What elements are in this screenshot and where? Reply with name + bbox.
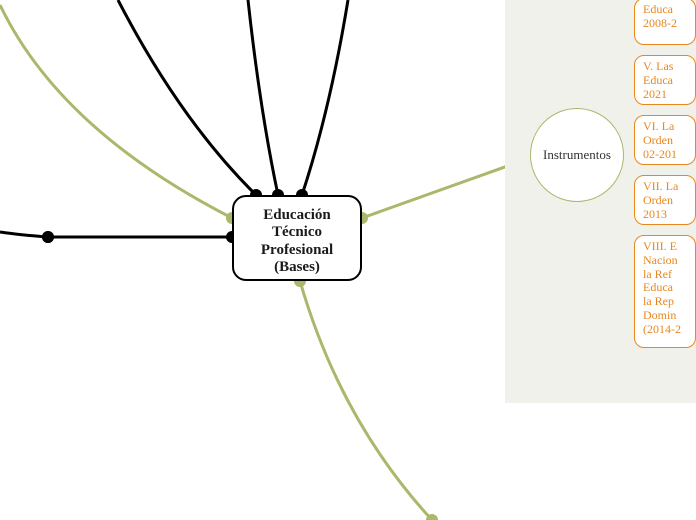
leaf-line: 2021: [643, 88, 687, 102]
center-node[interactable]: EducaciónTécnicoProfesional(Bases): [232, 195, 362, 281]
leaf-line: VII. La: [643, 180, 687, 194]
leaf-line: Educa: [643, 74, 687, 88]
edge-endpoint: [426, 514, 438, 520]
instrumentos-node[interactable]: Instrumentos: [530, 108, 624, 202]
center-node-line: (Bases): [250, 259, 344, 276]
edge: [0, 5, 232, 218]
leaf-line: 02-201: [643, 148, 687, 162]
leaf-line: VI. La: [643, 120, 687, 134]
edge-endpoint: [42, 231, 54, 243]
edge: [118, 0, 256, 195]
edge: [302, 0, 348, 195]
edge: [248, 0, 278, 195]
center-node-line: Técnico: [250, 224, 344, 241]
center-node-line: Educación: [250, 207, 344, 224]
leaf-line: Orden: [643, 194, 687, 208]
leaf-node[interactable]: VI. LaOrden02-201: [634, 115, 696, 165]
leaf-line: 2013: [643, 208, 687, 222]
leaf-line: V. Las: [643, 60, 687, 74]
edge: [300, 281, 432, 520]
leaf-line: (2014-2: [643, 323, 687, 337]
edge: [0, 232, 48, 237]
leaf-node[interactable]: Educa2008-2: [634, 0, 696, 45]
center-node-line: Profesional: [250, 242, 344, 259]
leaf-line: la Ref: [643, 268, 687, 282]
leaf-line: Educa: [643, 281, 687, 295]
leaf-line: Orden: [643, 134, 687, 148]
leaf-line: la Rep: [643, 295, 687, 309]
leaf-line: Nacion: [643, 254, 687, 268]
leaf-line: 2008-2: [643, 17, 687, 31]
leaf-node[interactable]: VII. LaOrden2013: [634, 175, 696, 225]
leaf-line: VIII. E: [643, 240, 687, 254]
leaf-node[interactable]: VIII. ENacionla RefEducala RepDomin(2014…: [634, 235, 696, 348]
leaf-node[interactable]: V. LasEduca2021: [634, 55, 696, 105]
instrumentos-label: Instrumentos: [543, 147, 611, 163]
leaf-line: Domin: [643, 309, 687, 323]
edge-endpoint: [42, 231, 54, 243]
leaf-line: Educa: [643, 3, 687, 17]
